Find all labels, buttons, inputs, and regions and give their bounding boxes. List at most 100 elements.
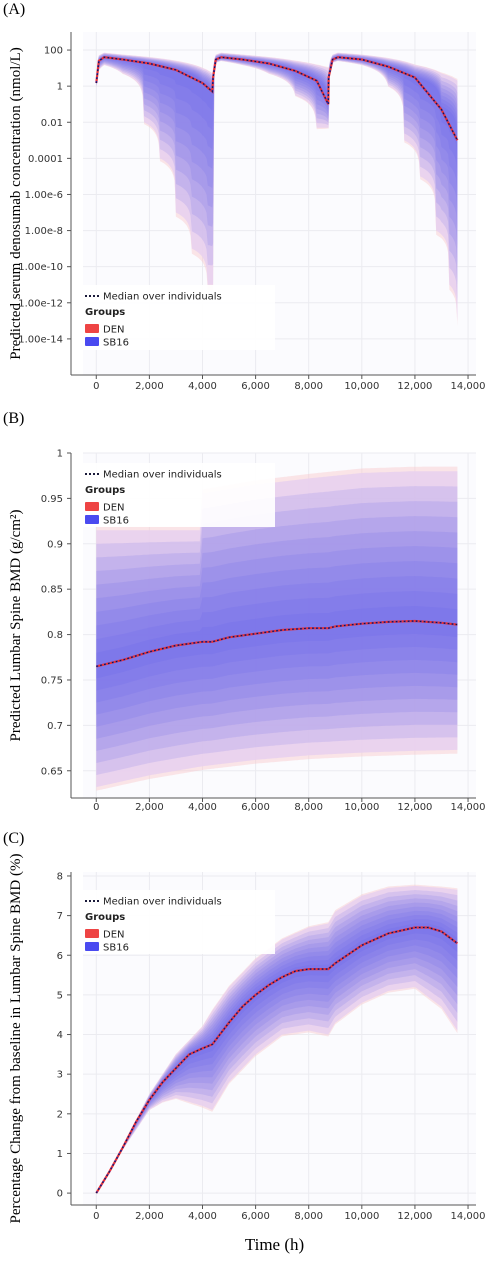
legend-swatch-den [85, 324, 99, 333]
y-tick-label: 0.01 [41, 118, 63, 129]
x-tick-label: 0 [93, 1211, 99, 1222]
median-line [96, 620, 458, 667]
x-tick-label: 0 [93, 802, 99, 813]
legend-box [80, 463, 275, 527]
y-tick-label: 0.8 [47, 630, 63, 641]
panel-label: (A) [3, 1, 25, 18]
x-tick-label: 2,000 [135, 1211, 164, 1222]
y-tick-label: 0.85 [41, 585, 63, 596]
legend-swatch-sb16 [85, 337, 99, 346]
y-tick-label: 1 [57, 1149, 63, 1160]
legend-group-label: DEN [103, 930, 125, 941]
legend-swatch-sb16 [85, 515, 99, 524]
percentile-band [96, 576, 458, 703]
median-line [95, 926, 458, 1194]
y-axis-title: Predicted serum denosumab concentration … [8, 47, 24, 359]
percentile-band [96, 915, 458, 1194]
outer-band [96, 471, 458, 788]
panel-label: (C) [3, 830, 24, 847]
y-tick-label: 1.00e-8 [25, 226, 63, 237]
percentile-band [96, 56, 458, 159]
y-tick-label: 0.9 [47, 539, 63, 550]
legend-group-label: SB16 [103, 516, 129, 527]
legend-groups-title: Groups [85, 485, 125, 496]
legend: Median over individuals Groups DEN SB16 [80, 890, 275, 954]
y-tick-label: 7 [57, 911, 63, 922]
percentile-band [96, 906, 458, 1194]
y-tick-label: 1.00e-6 [25, 190, 63, 201]
outer-band [96, 885, 458, 1194]
y-tick-label: 0.95 [41, 494, 63, 505]
y-tick-label: 2 [57, 1109, 63, 1120]
x-tick-label: 8,000 [294, 1211, 323, 1222]
y-tick-label: 1 [57, 82, 63, 93]
percentile-band [96, 561, 458, 715]
panel-label: (B) [3, 410, 24, 427]
legend-swatch-den [85, 929, 99, 938]
y-tick-label: 0.75 [41, 675, 63, 686]
percentile-bands [96, 52, 458, 327]
x-tick-label: 14,000 [451, 802, 486, 813]
percentile-bands [96, 884, 458, 1194]
x-axis-title: Time (h) [245, 1235, 304, 1254]
x-tick-label: 8,000 [294, 381, 323, 392]
legend-group-label: DEN [103, 503, 125, 514]
x-tick-label: 14,000 [451, 381, 486, 392]
y-tick-label: 100 [44, 46, 63, 57]
x-tick-label: 14,000 [451, 1211, 486, 1222]
percentile-band [96, 56, 458, 177]
percentile-band [96, 902, 458, 1194]
x-tick-label: 6,000 [241, 1211, 270, 1222]
legend-swatch-sb16 [85, 942, 99, 951]
y-axis-title: Percentage Change from baseline in Lumba… [8, 854, 24, 1224]
y-tick-label: 0.0001 [28, 154, 63, 165]
percentile-band [96, 591, 458, 691]
percentile-band [96, 546, 458, 727]
y-tick-label: 5 [57, 990, 63, 1001]
outer-band [96, 52, 458, 321]
percentile-band [96, 890, 458, 1194]
x-tick-label: 10,000 [344, 381, 379, 392]
legend-groups-title: Groups [85, 912, 125, 923]
y-tick-label: 3 [57, 1070, 63, 1081]
legend-group-label: DEN [103, 325, 125, 336]
legend: Median over individuals Groups DEN SB16 [80, 285, 275, 350]
x-tick-label: 12,000 [397, 1211, 432, 1222]
x-tick-label: 8,000 [294, 802, 323, 813]
percentile-band [96, 501, 458, 763]
x-tick-label: 4,000 [188, 802, 217, 813]
panel-2: 0 2,000 4,000 6,000 8,000 10,000 12,000 14,000 0… [3, 410, 486, 813]
legend-box [80, 285, 275, 350]
y-tick-label: 4 [57, 1030, 63, 1041]
percentile-band [96, 923, 458, 1194]
x-tick-label: 2,000 [135, 802, 164, 813]
x-tick-label: 4,000 [188, 1211, 217, 1222]
percentile-band [96, 531, 458, 739]
percentile-band [96, 55, 458, 213]
legend-median-label: Median over individuals [103, 470, 222, 481]
percentile-band [96, 54, 458, 267]
percentile-band [96, 55, 458, 195]
y-tick-label: 1.00e-12 [18, 298, 63, 309]
percentile-band [96, 910, 458, 1194]
legend-median-label: Median over individuals [103, 897, 222, 908]
panel-1: 0 2,000 4,000 6,000 8,000 10,000 12,000 14,000 1… [3, 1, 486, 392]
y-tick-label: 0.65 [41, 766, 63, 777]
median-line [95, 56, 458, 141]
legend-box [80, 890, 275, 954]
percentile-band [96, 55, 458, 231]
x-tick-label: 10,000 [344, 1211, 379, 1222]
x-tick-label: 2,000 [135, 381, 164, 392]
y-tick-label: 1.00e-14 [18, 334, 63, 345]
x-tick-label: 12,000 [397, 802, 432, 813]
x-tick-label: 4,000 [188, 381, 217, 392]
percentile-bands [96, 466, 458, 791]
x-tick-label: 6,000 [241, 802, 270, 813]
legend-median-label: Median over individuals [103, 292, 222, 303]
y-tick-label: 8 [57, 871, 63, 882]
percentile-band [96, 898, 458, 1194]
panel-3: 0 2,000 4,000 6,000 8,000 10,000 12,000 14,000 0… [3, 830, 486, 1254]
y-tick-label: 1 [57, 449, 63, 460]
percentile-band [96, 894, 458, 1194]
